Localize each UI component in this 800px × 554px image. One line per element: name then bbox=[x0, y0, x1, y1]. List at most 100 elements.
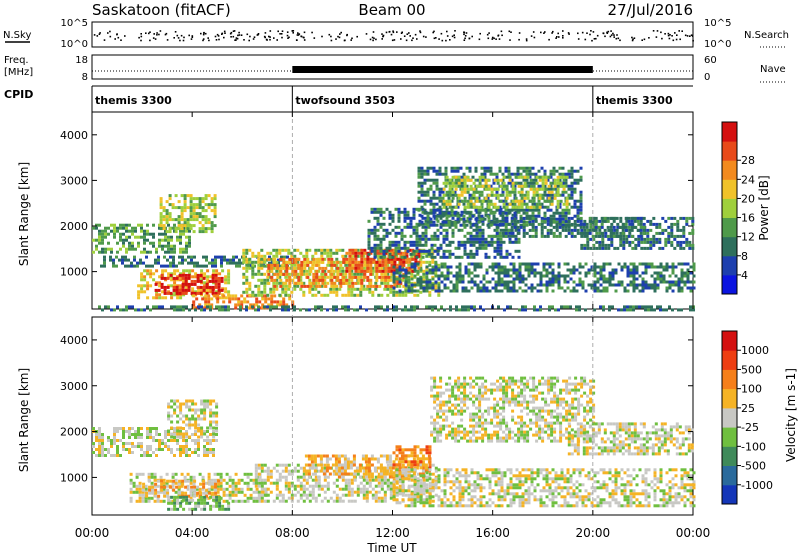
power-cell bbox=[181, 261, 184, 265]
velocity-cell bbox=[209, 433, 212, 436]
power-cell bbox=[432, 223, 436, 227]
velocity-cell bbox=[206, 405, 210, 409]
power-cell bbox=[264, 300, 268, 304]
velocity-cell bbox=[200, 426, 204, 430]
power-cell bbox=[519, 166, 523, 170]
power-cell bbox=[366, 254, 370, 258]
power-cell bbox=[192, 203, 196, 207]
power-cell bbox=[198, 203, 202, 207]
power-cell bbox=[685, 237, 689, 241]
power-cell bbox=[557, 271, 561, 275]
power-cell bbox=[329, 275, 333, 279]
power-cell bbox=[397, 216, 401, 220]
power-cell bbox=[526, 196, 530, 200]
power-heatmap bbox=[92, 166, 696, 312]
power-cell bbox=[282, 257, 286, 261]
noise-point bbox=[416, 38, 418, 40]
power-cell bbox=[131, 232, 134, 236]
power-cell bbox=[263, 284, 267, 288]
noise-point bbox=[372, 31, 375, 33]
power-cell bbox=[465, 166, 469, 170]
power-cell bbox=[417, 266, 421, 270]
power-cell bbox=[266, 275, 270, 279]
power-cell bbox=[167, 275, 171, 279]
power-cell bbox=[545, 262, 549, 266]
power-cell bbox=[314, 248, 318, 252]
power-cell bbox=[659, 265, 663, 269]
power-cell bbox=[564, 172, 568, 176]
power-cell bbox=[196, 264, 199, 268]
power-cell bbox=[201, 200, 205, 204]
freq-band bbox=[292, 66, 593, 73]
power-cell bbox=[220, 279, 224, 283]
power-cell bbox=[275, 284, 279, 288]
power-cell bbox=[471, 196, 475, 200]
power-cell bbox=[434, 262, 438, 266]
power-cell bbox=[431, 260, 435, 264]
power-cell bbox=[187, 255, 190, 259]
power-cell bbox=[565, 202, 569, 206]
power-cell bbox=[611, 305, 614, 309]
power-cell bbox=[448, 199, 452, 203]
power-cell bbox=[460, 178, 464, 182]
power-cell bbox=[283, 255, 286, 259]
power-cell bbox=[395, 308, 398, 312]
power-cell bbox=[410, 254, 414, 258]
power-cell bbox=[344, 263, 348, 267]
power-cell bbox=[514, 181, 518, 185]
power-cell bbox=[413, 274, 417, 278]
velocity-cell bbox=[170, 448, 173, 451]
power-cell bbox=[158, 223, 161, 227]
power-cell bbox=[610, 243, 614, 247]
power-cell bbox=[207, 297, 211, 301]
power-cell bbox=[103, 255, 106, 259]
power-cell bbox=[462, 214, 466, 218]
power-cell bbox=[104, 247, 107, 251]
power-cell bbox=[549, 193, 553, 197]
power-cell bbox=[393, 284, 397, 288]
power-cell bbox=[182, 308, 185, 312]
noise-point bbox=[276, 39, 278, 41]
freq-left-tick-top: 18 bbox=[75, 55, 88, 66]
power-cell bbox=[680, 262, 684, 266]
power-cell bbox=[608, 271, 612, 275]
power-cell bbox=[418, 243, 422, 247]
noise-point bbox=[562, 30, 564, 32]
power-cell bbox=[641, 271, 645, 275]
velocity-cell bbox=[176, 426, 180, 430]
power-cell bbox=[673, 234, 677, 238]
power-cell bbox=[127, 264, 130, 268]
power-cell bbox=[647, 283, 651, 287]
power-cell bbox=[290, 290, 294, 294]
power-cell bbox=[373, 216, 377, 220]
power-cell bbox=[281, 305, 284, 309]
power-cell bbox=[510, 202, 514, 206]
power-cell bbox=[357, 278, 361, 282]
power-cell bbox=[125, 223, 128, 227]
power-cell bbox=[529, 199, 533, 203]
noise-point bbox=[93, 34, 96, 36]
power-cell bbox=[333, 275, 337, 279]
power-cell bbox=[366, 266, 370, 270]
power-cell bbox=[95, 226, 98, 230]
power-cell bbox=[116, 241, 119, 245]
power-cell bbox=[643, 240, 647, 244]
power-cell bbox=[496, 187, 500, 191]
velocity-cell bbox=[125, 442, 128, 445]
power-cell bbox=[562, 187, 566, 191]
power-cell bbox=[560, 286, 564, 290]
power-cell bbox=[555, 234, 559, 238]
power-cell bbox=[218, 305, 221, 309]
power-cell bbox=[528, 220, 532, 224]
power-cell bbox=[497, 274, 501, 278]
power-cell bbox=[587, 268, 591, 272]
power-cell bbox=[136, 261, 139, 265]
power-cell bbox=[397, 249, 401, 253]
noise-point bbox=[593, 38, 596, 40]
power-cell bbox=[260, 254, 264, 258]
power-cell bbox=[688, 246, 692, 250]
power-cell bbox=[242, 266, 246, 270]
power-cell bbox=[397, 207, 401, 211]
noise-point bbox=[140, 33, 142, 35]
velocity-cell bbox=[116, 448, 119, 451]
